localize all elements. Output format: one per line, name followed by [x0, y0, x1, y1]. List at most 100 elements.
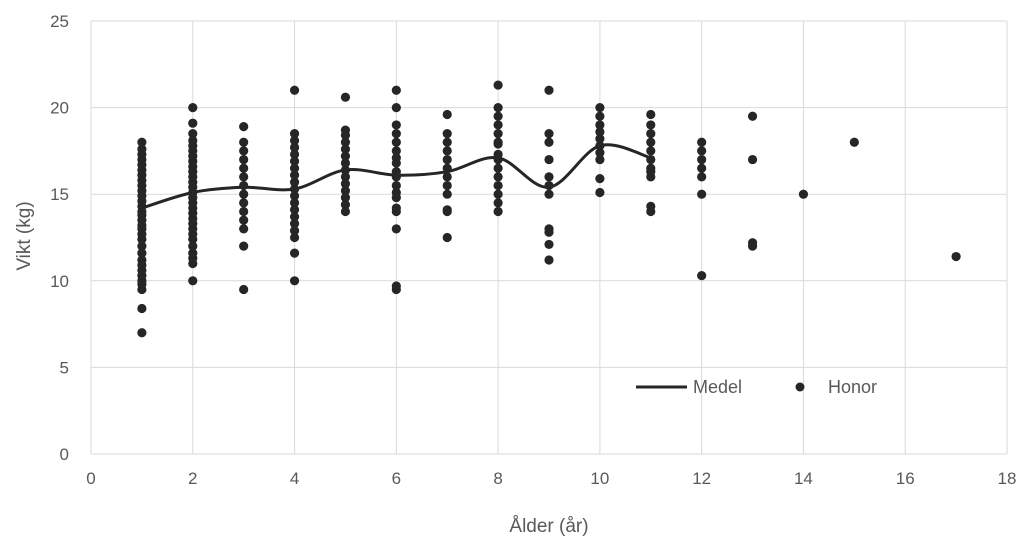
data-point: [391, 224, 401, 234]
data-point: [442, 109, 452, 120]
data-point: [442, 137, 452, 147]
y-tick-label: 25: [50, 12, 69, 31]
data-point: [289, 248, 300, 258]
data-point: [289, 85, 300, 95]
data-point: [697, 163, 707, 173]
data-point: [595, 111, 605, 121]
y-tick-label: 0: [60, 445, 69, 464]
data-point: [340, 165, 351, 175]
data-point: [493, 111, 503, 121]
legend: Medel Honor: [636, 377, 877, 397]
data-point: [137, 255, 147, 265]
data-point: [697, 154, 707, 165]
data-point: [493, 80, 503, 90]
data-point: [289, 198, 300, 208]
data-point: [289, 276, 300, 286]
data-point: [239, 163, 249, 173]
y-axis-title: Vikt (kg): [14, 201, 35, 270]
data-point: [595, 103, 605, 113]
data-point: [747, 111, 758, 121]
data-point: [289, 156, 300, 166]
data-point: [289, 184, 300, 194]
y-tick-label: 20: [50, 99, 69, 118]
data-point: [340, 92, 351, 102]
data-point: [544, 180, 554, 191]
data-point: [697, 146, 707, 156]
data-point: [239, 154, 249, 165]
data-point: [188, 118, 198, 128]
data-point: [646, 154, 656, 165]
data-point: [239, 137, 249, 147]
data-point: [442, 205, 452, 215]
data-point: [595, 148, 605, 158]
data-point: [239, 146, 249, 156]
data-point: [697, 271, 707, 281]
data-point: [646, 109, 656, 120]
data-point: [493, 206, 503, 217]
data-point: [493, 198, 503, 208]
data-point: [493, 172, 503, 182]
y-tick-label: 10: [50, 272, 69, 291]
data-point: [493, 128, 503, 139]
data-point: [188, 103, 198, 113]
data-point: [239, 172, 249, 182]
data-point: [289, 232, 300, 243]
data-point: [798, 189, 809, 199]
data-point: [239, 122, 249, 132]
y-tick-label: 15: [50, 185, 69, 204]
data-point: [391, 187, 401, 198]
data-point: [442, 163, 452, 173]
data-point: [391, 203, 401, 213]
data-point: [442, 189, 452, 199]
x-tick-label: 16: [896, 469, 915, 488]
data-point: [289, 170, 300, 180]
data-point: [493, 163, 503, 173]
data-point: [137, 241, 147, 251]
data-point: [697, 137, 707, 147]
data-point: [340, 144, 351, 154]
data-point: [697, 172, 707, 182]
data-point: [340, 193, 351, 203]
data-point: [544, 128, 554, 139]
legend-point-swatch: [795, 382, 805, 392]
data-point: [493, 189, 503, 199]
data-point: [289, 128, 300, 139]
data-point: [493, 137, 503, 147]
data-point: [697, 189, 707, 199]
data-point: [289, 149, 300, 159]
x-tick-label: 18: [998, 469, 1017, 488]
data-point: [391, 281, 401, 291]
data-point: [391, 128, 401, 139]
legend-label-honor: Honor: [828, 377, 877, 397]
data-point: [137, 248, 147, 258]
data-point: [595, 134, 605, 144]
data-point: [544, 255, 554, 265]
data-point: [340, 125, 351, 135]
data-point: [849, 137, 859, 147]
data-point: [239, 198, 249, 208]
data-point: [137, 328, 147, 338]
data-point: [340, 172, 351, 182]
data-point: [544, 239, 554, 250]
data-point: [289, 225, 300, 236]
data-point: [188, 248, 198, 258]
data-point: [391, 167, 401, 177]
data-point: [544, 154, 554, 165]
data-point: [188, 128, 198, 139]
x-tick-label: 14: [794, 469, 813, 488]
data-point: [340, 206, 351, 217]
x-tick-label: 10: [590, 469, 609, 488]
data-point: [544, 172, 554, 182]
data-point: [239, 224, 249, 234]
data-point: [544, 85, 554, 95]
data-point: [747, 238, 758, 248]
data-point: [493, 103, 503, 113]
data-point: [544, 137, 554, 147]
data-point: [595, 187, 605, 198]
data-point: [340, 137, 351, 147]
data-point: [391, 103, 401, 113]
data-point: [493, 149, 503, 159]
x-tick-label: 2: [188, 469, 197, 488]
data-point: [289, 163, 300, 173]
